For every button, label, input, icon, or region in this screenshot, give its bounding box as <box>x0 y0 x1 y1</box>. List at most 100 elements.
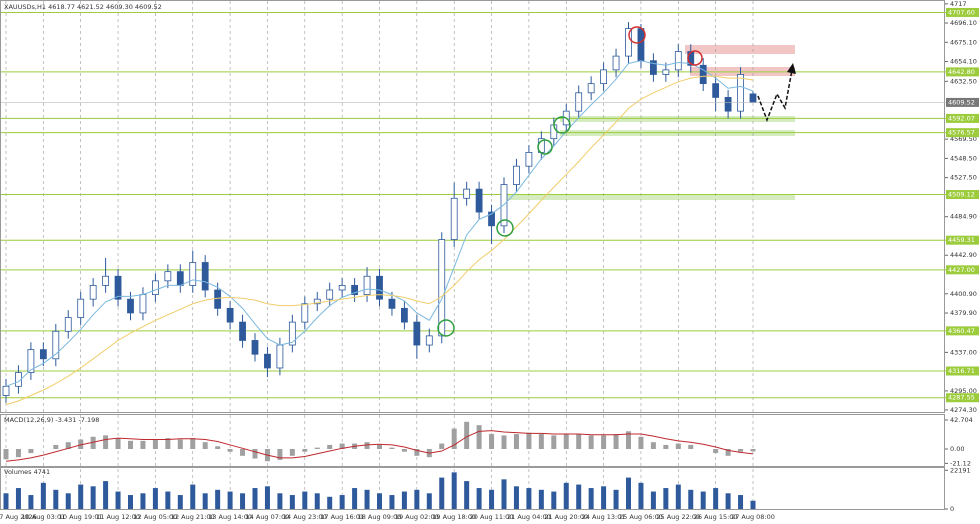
macd-bar <box>501 435 507 449</box>
candle-body <box>64 317 72 332</box>
volume-bar <box>327 496 333 509</box>
macd-bar <box>65 442 71 449</box>
y-tick-label: 4675.10 <box>950 38 977 46</box>
macd-bar <box>103 435 109 449</box>
candle-body <box>114 275 122 300</box>
y-tick-label: 4295.00 <box>950 387 977 395</box>
macd-bar <box>327 444 333 449</box>
volume-bar <box>451 472 457 509</box>
volume-bar <box>40 482 46 509</box>
level-label: 4509.12 <box>948 191 975 199</box>
level-label-box <box>946 7 979 17</box>
macd-bar <box>576 434 582 449</box>
x-tick-label: 17 Aug 16:01 <box>320 513 364 521</box>
x-tick-label: 21 Aug 20:00 <box>544 513 588 521</box>
moving-average <box>5 75 754 406</box>
x-tick-label: 26 Aug 15:00 <box>694 513 738 521</box>
candle-body <box>127 298 134 314</box>
circle-marker <box>537 139 553 155</box>
volume-bar <box>588 488 594 509</box>
macd-bar <box>563 434 569 449</box>
macd-bar <box>364 442 370 449</box>
level-label-box <box>946 366 979 376</box>
volume-bar <box>626 477 631 509</box>
candle-body <box>52 330 60 360</box>
macd-bar <box>215 446 221 449</box>
volume-bar <box>688 489 694 509</box>
macd-bar <box>289 449 295 456</box>
y-tick-label: 4548.50 <box>950 154 977 162</box>
level-label-box <box>946 190 979 200</box>
level-label-box <box>946 393 979 403</box>
candle-body <box>637 28 645 62</box>
candle-body <box>488 211 495 227</box>
macd-bar <box>240 449 246 456</box>
macd-bar <box>202 442 208 449</box>
candle-body <box>699 64 707 85</box>
x-tick-label: 13 Aug 14:00 <box>208 513 252 521</box>
volume-bar <box>90 486 96 509</box>
y-tick-label: 4696.10 <box>950 19 977 27</box>
macd-bar <box>227 449 233 452</box>
macd-bar <box>588 435 594 449</box>
macd-bar <box>252 449 258 459</box>
x-tick-label: 18 Aug 09:00 <box>358 513 402 521</box>
macd-bar <box>725 449 731 456</box>
x-tick-label: 11 Aug 12:00 <box>96 513 140 521</box>
volume-bar <box>601 486 607 509</box>
support-zone <box>560 116 795 122</box>
candle-body <box>139 294 147 314</box>
volume-bar <box>165 491 171 509</box>
resistance-zone <box>685 45 795 54</box>
candle-body <box>27 349 35 373</box>
candle-body <box>625 28 632 57</box>
volume-bar <box>713 488 719 509</box>
macd-bar <box>377 444 382 449</box>
volume-bar <box>115 491 121 509</box>
candle-body <box>151 280 159 295</box>
circle-marker <box>496 219 514 237</box>
volume-bar <box>53 489 59 509</box>
x-tick-label: 19 Aug 18:00 <box>432 513 476 521</box>
level-label-box <box>946 128 979 138</box>
macd-bar <box>128 440 133 449</box>
volume-bar <box>65 493 71 509</box>
candle-body <box>376 275 383 300</box>
candle-body <box>363 275 371 295</box>
macd-bar <box>78 439 84 449</box>
zones <box>505 45 795 200</box>
volume-panel <box>0 467 945 510</box>
candle-body <box>338 285 346 291</box>
last-price-box <box>946 97 979 107</box>
x-tick-label: 27 Aug 08:00 <box>731 513 775 521</box>
x-tick-label: 21 Aug 04:00 <box>507 513 551 521</box>
candle-body <box>288 321 296 346</box>
header: XAUUSDs,H1 4618.77 4621.52 4609.30 4609.… <box>4 3 162 11</box>
candle-body <box>164 271 172 282</box>
macd-bar <box>513 434 519 449</box>
y-tick-label: -21.12 <box>950 459 971 467</box>
level-label: 4459.31 <box>948 236 975 244</box>
volume-bar <box>489 489 495 509</box>
volume-bar <box>738 495 744 509</box>
volume-bar <box>675 484 681 509</box>
candle-body <box>425 335 433 346</box>
x-tick-label: 12 Aug 05:00 <box>133 513 177 521</box>
macd-bar <box>601 435 607 449</box>
y-tick-label: 4442.90 <box>950 251 977 259</box>
level-label: 4592.07 <box>948 114 975 122</box>
volume-bar <box>750 500 756 509</box>
volume-bar <box>476 488 482 509</box>
volume-bar <box>414 489 420 509</box>
level-label-box <box>946 67 979 77</box>
macd-bar <box>538 434 544 449</box>
candle-body <box>351 285 359 295</box>
macd-bar <box>177 439 183 449</box>
macd-bar <box>750 449 756 452</box>
volume-bar <box>389 495 395 509</box>
macd-bar <box>526 432 532 449</box>
volume-bar <box>264 486 270 509</box>
y-tick-label: 42.704 <box>950 416 973 424</box>
volume-bar <box>377 493 382 509</box>
